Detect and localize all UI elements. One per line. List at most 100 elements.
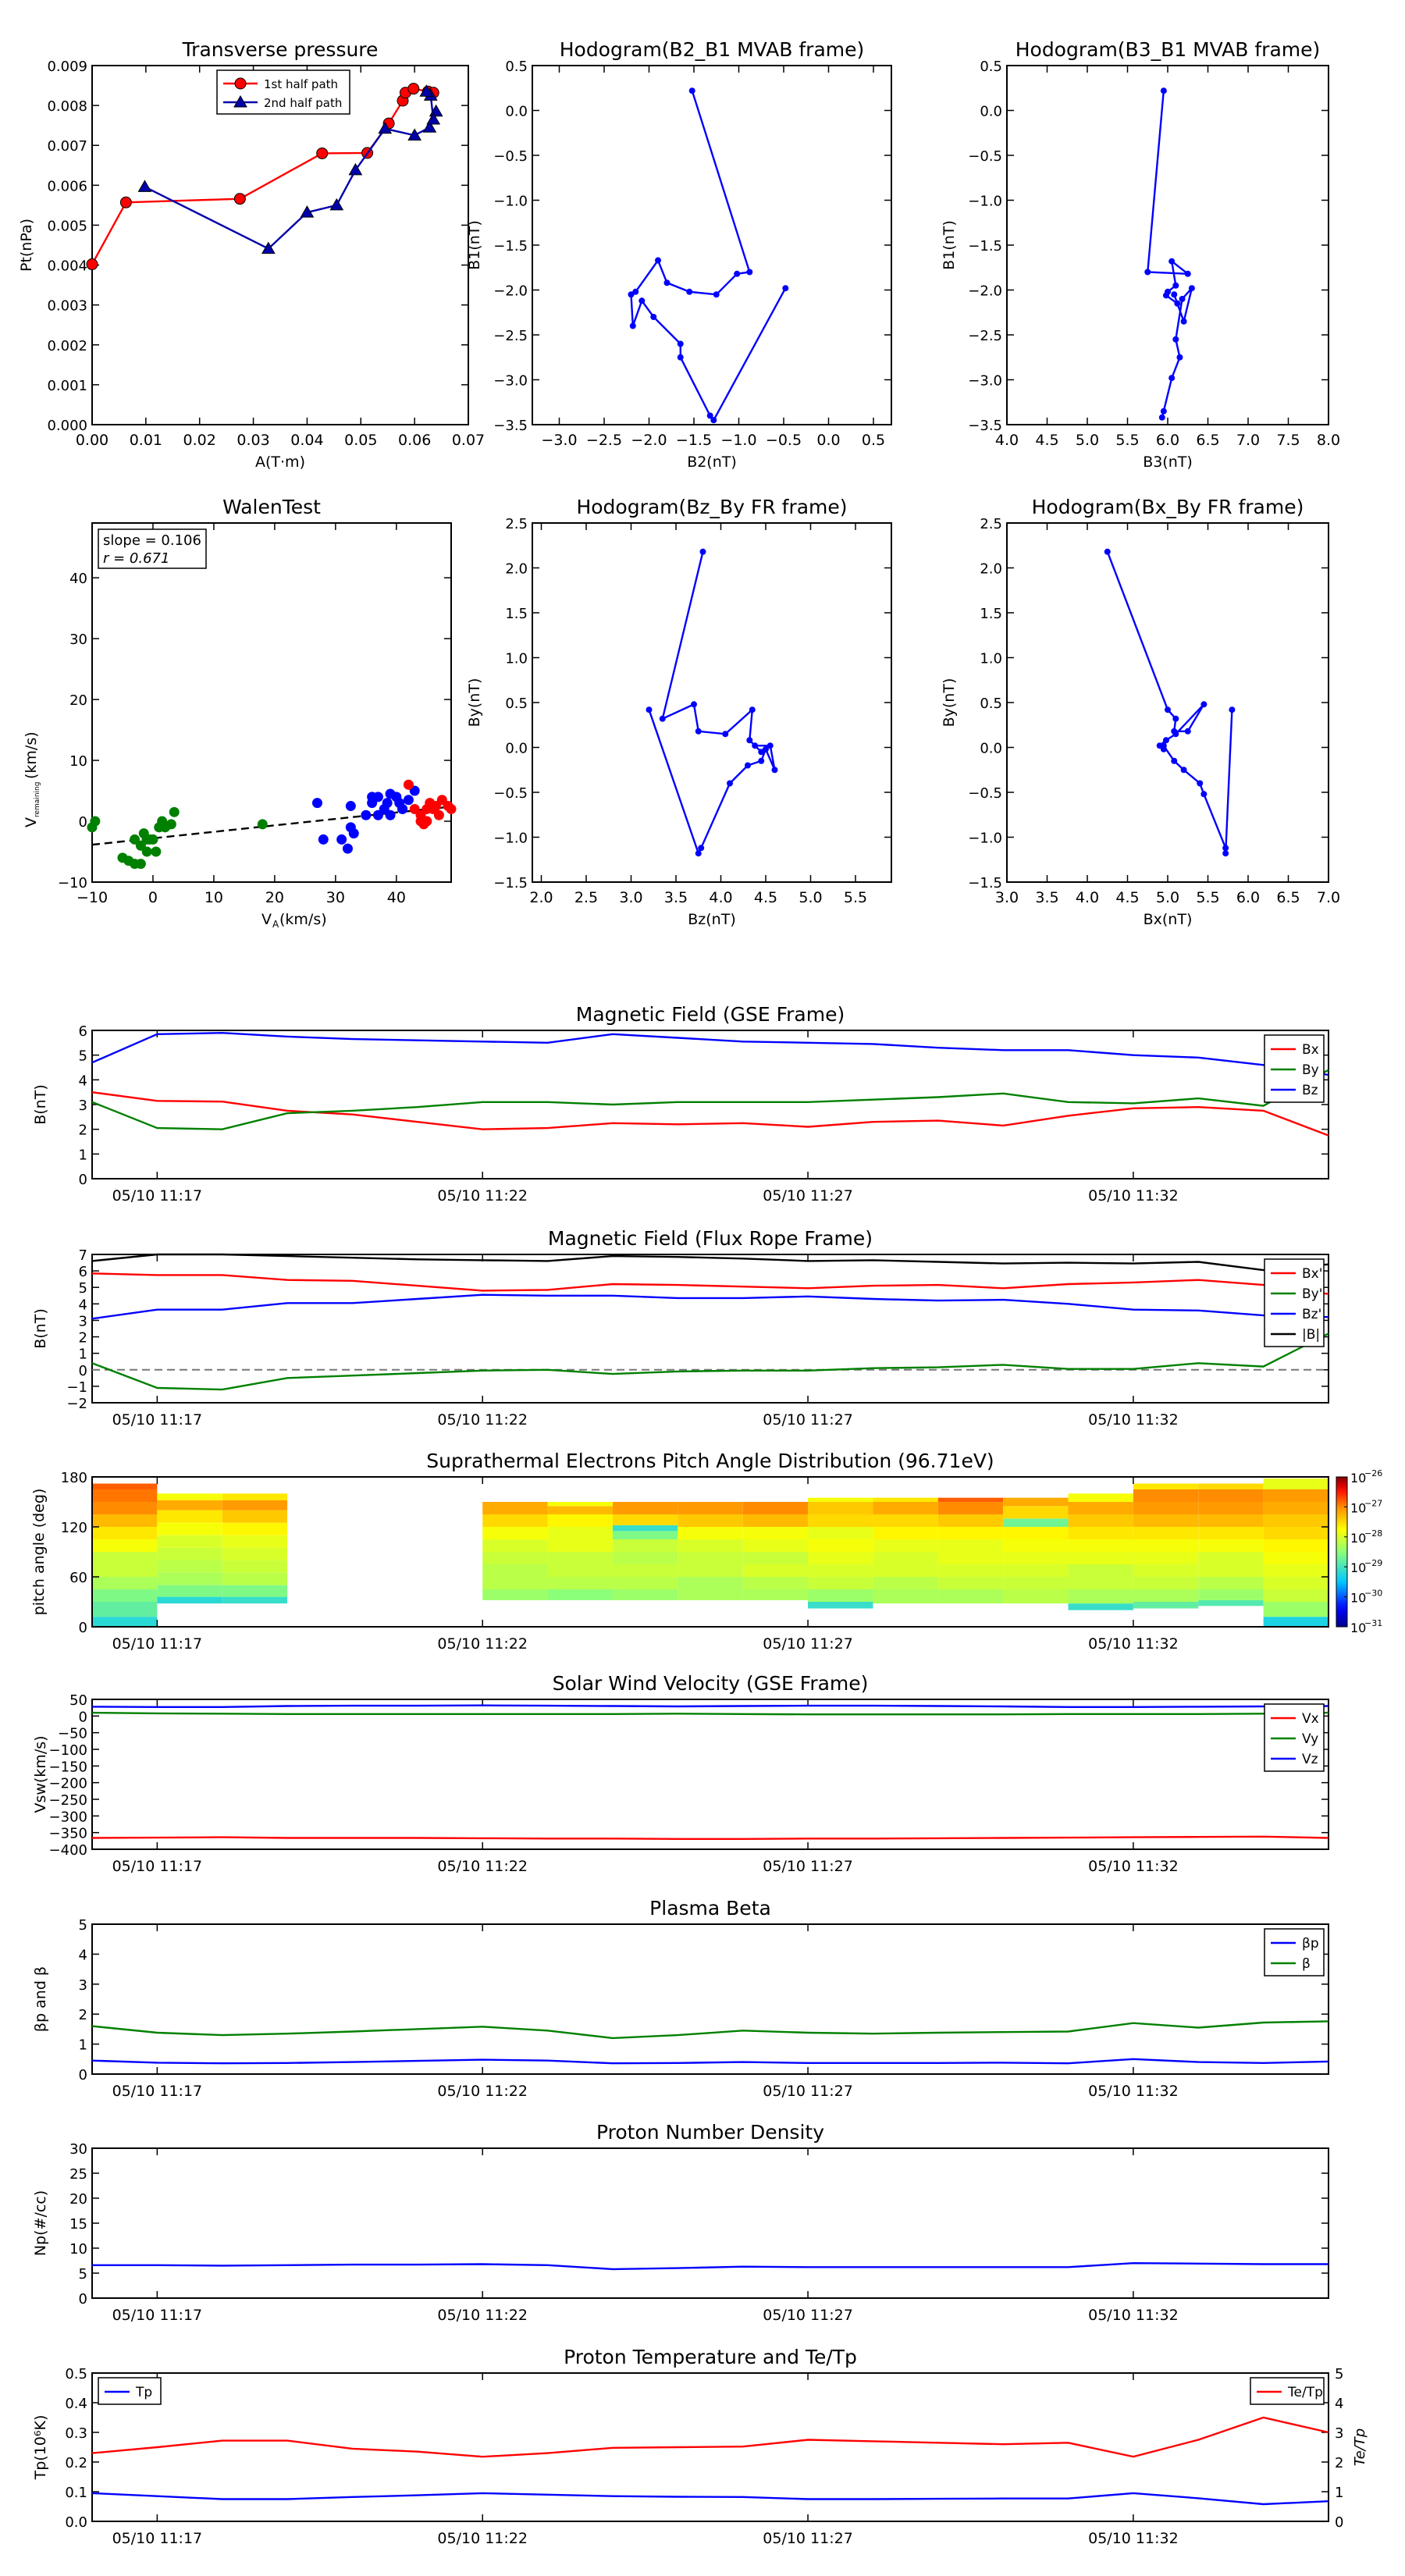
y-tick-label: −150 [49,1759,87,1775]
heatmap-cell [157,1572,222,1585]
x-tick-label: 6.5 [1276,889,1300,906]
y-tick-label: −1.5 [968,875,1002,891]
y-tick-label: 1 [79,1147,87,1163]
y-tick-label: 10 [69,2241,87,2258]
hodogram-point [699,548,706,555]
heatmap-cell [482,1589,548,1600]
heatmap-cell [92,1539,158,1552]
heatmap-cell [1068,1564,1133,1577]
heatmap-cell [612,1577,678,1589]
heatmap-cell [1133,1589,1199,1602]
heatmap-cell [742,1527,809,1539]
y-axis-label: βp and β [32,1966,49,2032]
y-axis-label: By(nT) [466,678,483,728]
heatmap-cell [1263,1617,1329,1627]
hodogram-point [710,417,717,424]
colorbar [1336,1476,1348,1628]
y-tick-label: 0.001 [47,378,87,394]
hodogram-point [1197,780,1204,787]
heatmap-cell [808,1514,873,1527]
heatmap-cell [222,1535,288,1548]
y-tick-label: −50 [58,1726,87,1742]
heatmap-cell [808,1602,873,1609]
legend-marker [234,77,247,90]
x-axis-label: B2(nT) [687,454,737,471]
heatmap-cell [808,1497,873,1502]
heatmap-cell [222,1560,288,1573]
heatmap-cell [1003,1506,1069,1519]
hodogram-point [713,291,720,298]
heatmap-cell [482,1502,548,1514]
plot-frame [1006,65,1329,425]
plot-frame [91,1254,1329,1404]
y-tick-label: 0 [79,2067,87,2083]
y-tick-label: 0.5 [505,696,528,712]
heatmap-cell [742,1502,809,1514]
series-line [91,1835,1329,1841]
chart-title: Hodogram(B3_B1 MVAB frame) [1016,38,1321,61]
slope-annotation: slope = 0.106 [103,532,201,549]
data-point [329,197,344,211]
y-tick-label: 25 [69,2166,87,2183]
y-tick-label: 5 [79,1917,87,1934]
heatmap-cell [612,1589,678,1600]
heatmap-cell [1068,1577,1133,1589]
plot-frame [91,2147,1329,2299]
x-tick-label: 20 [265,889,284,906]
y-tick-label: 0.009 [47,59,87,75]
series-line [91,1069,1329,1130]
hodogram-point [638,297,646,304]
heatmap-cell [873,1539,938,1552]
x-tick-label: 3.0 [995,889,1019,906]
scatter-point [367,792,378,802]
legend-label: Bx' [1302,1266,1322,1282]
hodogram-point [655,257,661,264]
chart-title: WalenTest [222,496,321,518]
data-point [419,84,434,97]
scatter-point [130,834,140,845]
y-tick-label: −300 [49,1809,87,1825]
time-tick-label: 05/10 11:17 [112,1187,203,1204]
time-tick-label: 05/10 11:32 [1088,1858,1179,1875]
y-tick-label: −1.0 [968,831,1002,847]
scatter-point [372,809,383,820]
heatmap-cell [612,1525,678,1532]
heatmap-cell [937,1527,1004,1539]
right-tick-label: 4 [1335,2396,1343,2412]
x-tick-label: 0.06 [398,432,431,449]
scatter-point [135,859,146,870]
hodogram-point [758,749,765,756]
x-tick-label: 7.0 [1317,889,1340,906]
annotation-box [98,528,207,569]
legend-label: Te/Tp [1287,2385,1323,2400]
proton-temperature-panel: Proton Temperature and Te/Tp 0.0 0.1 0.2 0.3… [32,2346,1368,2547]
legend-label: Vy [1302,1731,1318,1747]
hodogram-point [1172,731,1179,738]
time-tick-label: 05/10 11:17 [112,1411,203,1429]
hodogram-path [648,551,776,856]
heatmap-cell [482,1527,548,1539]
heatmap-cell [222,1510,288,1523]
chart-title: Suprathermal Electrons Pitch Angle Distr… [426,1450,994,1472]
y-tick-label: 1.5 [505,606,528,622]
y-tick-label: 0.0 [980,104,1002,120]
magnetic-field-gse-panel: Magnetic Field (GSE Frame) 0 1 2 3 4 5 6 05/10 1… [32,1003,1329,1204]
y-tick-label: 0.004 [47,258,87,275]
colorbar-tick-exponent: −26 [1364,1468,1382,1478]
legend-label: Tp [135,2385,152,2400]
heatmap-cell [482,1514,548,1527]
hodogram-point [628,291,635,298]
heatmap-cell [937,1514,1004,1527]
series-line [91,2058,1329,2065]
time-tick-label: 05/10 11:17 [112,2083,203,2100]
data-point [300,205,315,218]
y-tick-label: 2 [79,1330,87,1347]
heatmap-cell [1133,1483,1199,1489]
x-tick-label: 0.04 [290,432,323,449]
series-line [91,1272,1329,1295]
colorbar-tick-exponent: −27 [1364,1498,1382,1508]
time-tick-label: 05/10 11:27 [763,2530,853,2547]
x-tick-label: 4.0 [1076,889,1099,906]
scatter-point [433,809,444,820]
scatter-point [428,801,439,812]
